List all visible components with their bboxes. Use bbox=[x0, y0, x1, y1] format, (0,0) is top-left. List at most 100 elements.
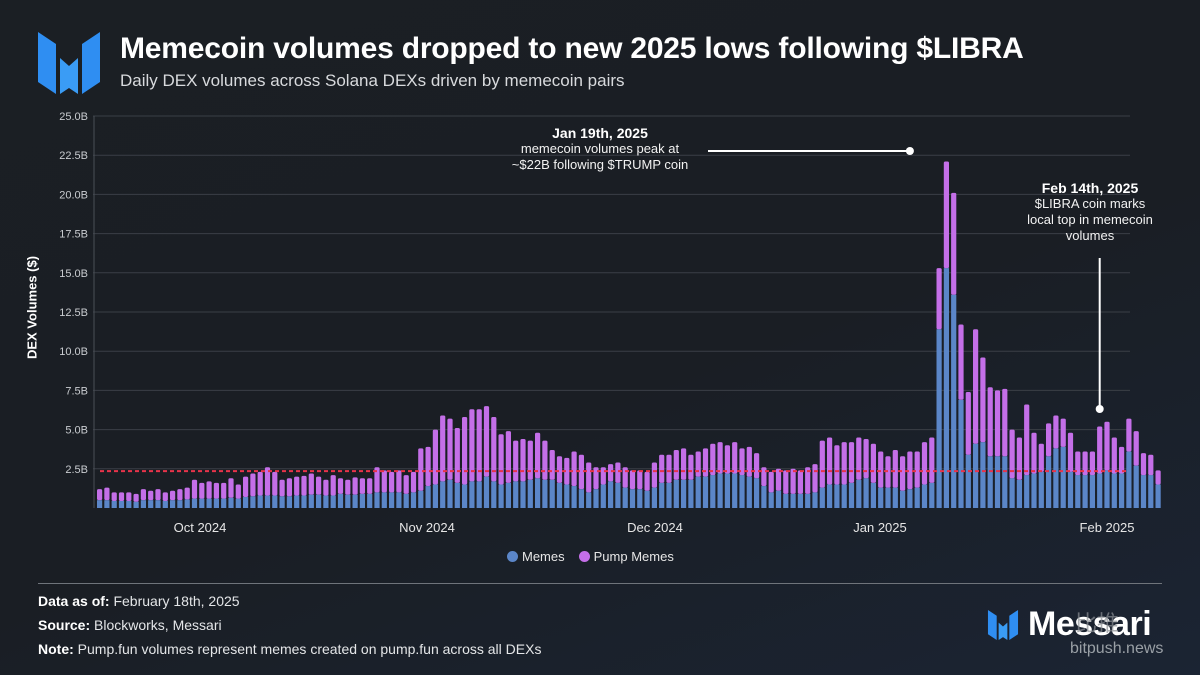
bar-memes bbox=[133, 501, 139, 508]
bar-pump-memes bbox=[381, 470, 387, 493]
bar-memes bbox=[352, 494, 358, 508]
bar-memes bbox=[1046, 456, 1052, 508]
bar-memes bbox=[673, 479, 679, 508]
bar-pump-memes bbox=[462, 417, 468, 485]
bar-pump-memes bbox=[1053, 415, 1059, 449]
bar-pump-memes bbox=[549, 449, 555, 480]
bar-pump-memes bbox=[513, 440, 519, 482]
bar-memes bbox=[221, 498, 227, 508]
legend: Memes Pump Memes bbox=[507, 549, 674, 564]
bar-memes bbox=[878, 487, 884, 508]
bar-pump-memes bbox=[783, 470, 789, 494]
bar-pump-memes bbox=[221, 482, 227, 499]
bar-memes bbox=[1067, 471, 1074, 508]
bar-memes bbox=[286, 496, 292, 508]
bar-pump-memes bbox=[476, 409, 482, 482]
x-tick-label: Feb 2025 bbox=[1080, 520, 1135, 535]
bar-memes bbox=[608, 481, 614, 508]
bar-pump-memes bbox=[228, 478, 234, 498]
bar-memes bbox=[856, 479, 862, 508]
bar-pump-memes bbox=[1016, 437, 1022, 480]
bar-memes bbox=[418, 490, 424, 508]
legend-item-memes[interactable]: Memes bbox=[507, 549, 565, 564]
bar-memes bbox=[440, 481, 446, 508]
bar-memes bbox=[199, 498, 205, 508]
y-tick-label: 5.0B bbox=[65, 425, 88, 437]
bar-pump-memes bbox=[600, 467, 606, 485]
bar-memes bbox=[118, 500, 125, 508]
bar-pump-memes bbox=[374, 467, 380, 493]
bar-memes bbox=[104, 500, 110, 508]
bar-pump-memes bbox=[637, 470, 643, 490]
bar-memes bbox=[389, 492, 395, 508]
bar-memes bbox=[659, 482, 665, 508]
bar-memes bbox=[593, 489, 599, 508]
watermark: bitpush.news bbox=[1070, 640, 1164, 657]
y-tick-label: 2.5B bbox=[65, 464, 88, 476]
bar-pump-memes bbox=[162, 492, 168, 501]
bar-pump-memes bbox=[483, 406, 490, 477]
annotation-libra-marker bbox=[1095, 405, 1104, 413]
annotation-libra: Feb 14th, 2025 $LIBRA coin marks local t… bbox=[1010, 180, 1170, 244]
bar-pump-memes bbox=[1009, 429, 1015, 479]
bar-pump-memes bbox=[520, 439, 526, 482]
bar-memes bbox=[162, 500, 168, 508]
bar-pump-memes bbox=[556, 456, 563, 483]
bar-pump-memes bbox=[958, 324, 964, 400]
bar-pump-memes bbox=[1126, 418, 1132, 452]
bar-memes bbox=[892, 487, 898, 508]
bar-pump-memes bbox=[425, 446, 431, 487]
bar-memes bbox=[834, 484, 840, 508]
bar-pump-memes bbox=[323, 479, 329, 496]
bar-pump-memes bbox=[754, 453, 760, 479]
bar-memes bbox=[783, 493, 789, 508]
bar-pump-memes bbox=[907, 451, 913, 490]
bar-pump-memes bbox=[1031, 432, 1037, 474]
bar-memes bbox=[951, 294, 957, 508]
bar-memes bbox=[578, 489, 584, 508]
legend-label-pump-memes: Pump Memes bbox=[593, 549, 674, 564]
y-tick-label: 10.0B bbox=[59, 346, 88, 358]
footer-data-as-of: Data as of: February 18th, 2025 bbox=[38, 593, 240, 609]
bar-memes bbox=[724, 473, 730, 508]
y-tick-label: 20.0B bbox=[59, 189, 88, 201]
bar-pump-memes bbox=[235, 484, 241, 499]
annotation-peak: Jan 19th, 2025 memecoin volumes peak at … bbox=[470, 125, 730, 173]
chart-subtitle: Daily DEX volumes across Solana DEXs dri… bbox=[120, 71, 625, 90]
bar-pump-memes bbox=[359, 478, 365, 494]
x-tick-label: Jan 2025 bbox=[853, 520, 907, 535]
bar-pump-memes bbox=[710, 443, 716, 476]
bar-memes bbox=[1031, 473, 1037, 508]
bar-pump-memes bbox=[177, 489, 183, 501]
bar-pump-memes bbox=[1148, 454, 1154, 476]
bar-pump-memes bbox=[206, 481, 212, 499]
legend-item-pump-memes[interactable]: Pump Memes bbox=[578, 549, 674, 564]
bar-pump-memes bbox=[1133, 431, 1139, 466]
bar-pump-memes bbox=[469, 409, 475, 482]
legend-swatch-pump-memes bbox=[578, 551, 590, 562]
bar-memes bbox=[1053, 448, 1059, 508]
bar-memes bbox=[819, 487, 825, 508]
bar-memes bbox=[483, 476, 490, 508]
bar-pump-memes bbox=[724, 445, 730, 474]
bar-pump-memes bbox=[1038, 443, 1044, 472]
bar-memes bbox=[775, 490, 782, 508]
footer-note-value: Pump.fun volumes represent memes created… bbox=[77, 641, 542, 657]
footer-source-value: Blockworks, Messari bbox=[94, 617, 222, 633]
bar-pump-memes bbox=[980, 357, 986, 443]
x-tick-label: Oct 2024 bbox=[174, 520, 227, 535]
bar-memes bbox=[542, 479, 548, 508]
messari-brand-icon bbox=[987, 609, 1019, 640]
bar-pump-memes bbox=[1089, 451, 1095, 476]
bar-memes bbox=[863, 478, 869, 508]
bar-memes bbox=[191, 498, 198, 508]
footer-divider bbox=[38, 583, 1162, 584]
bar-pump-memes bbox=[1075, 451, 1081, 476]
bar-memes bbox=[403, 493, 409, 508]
bar-memes bbox=[97, 500, 103, 508]
bar-memes bbox=[1009, 478, 1015, 508]
bar-memes bbox=[586, 492, 592, 508]
bar-memes bbox=[469, 481, 475, 508]
watermark-cn: 比推 bbox=[1075, 611, 1120, 636]
bar-memes bbox=[885, 487, 891, 508]
